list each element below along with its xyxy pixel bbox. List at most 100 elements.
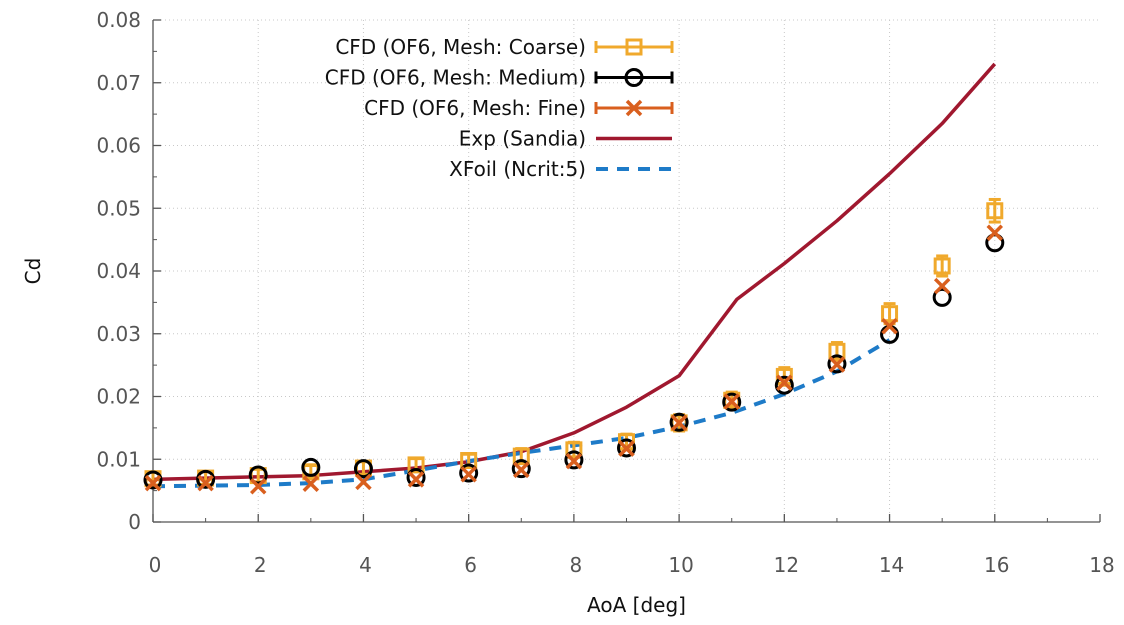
y-axis-title: Cd bbox=[21, 258, 45, 285]
x-tick-label: 2 bbox=[254, 553, 267, 577]
fine-point bbox=[618, 440, 635, 457]
axis-layer: 0 0.01 0.02 0.03 0.04 0.05 0.06 0.07 0.08 0 2 4 6 8 10… bbox=[96, 8, 1114, 577]
medium-point bbox=[301, 457, 321, 477]
fine-point bbox=[197, 474, 214, 492]
x-tick-label: 4 bbox=[359, 553, 372, 577]
y-tick-label: 0.01 bbox=[96, 447, 141, 471]
fine-point bbox=[407, 471, 425, 488]
legend-entry-1: CFD (OF6, Mesh: Medium) bbox=[325, 66, 674, 90]
y-tick-label: 0.02 bbox=[96, 385, 141, 409]
x-marker-stroke bbox=[197, 474, 214, 492]
x-tick-label: 16 bbox=[984, 553, 1009, 577]
fine-point bbox=[144, 474, 162, 492]
fine-point bbox=[302, 475, 320, 492]
fine-point bbox=[513, 461, 530, 479]
legend-entry-3: Exp (Sandia) bbox=[459, 127, 672, 151]
x-tick-label: 18 bbox=[1089, 553, 1114, 577]
fine-point bbox=[881, 317, 898, 335]
legend-label: XFoil (Ncrit:5) bbox=[449, 157, 586, 181]
medium-point bbox=[932, 287, 952, 307]
x-marker-stroke bbox=[670, 414, 688, 432]
x-marker-stroke bbox=[625, 99, 643, 117]
coarse-point bbox=[512, 447, 530, 465]
legend-label: CFD (OF6, Mesh: Medium) bbox=[325, 66, 586, 90]
series-layer bbox=[143, 62, 1005, 495]
legend-marker bbox=[625, 38, 643, 56]
fine-point bbox=[776, 374, 793, 391]
legend-label: CFD (OF6, Mesh: Fine) bbox=[364, 96, 586, 120]
fine-point bbox=[933, 277, 951, 295]
fine-point bbox=[670, 414, 688, 432]
x-marker-stroke bbox=[355, 473, 372, 491]
fine-point bbox=[723, 393, 740, 410]
x-marker-stroke bbox=[565, 452, 583, 470]
x-marker-stroke bbox=[460, 466, 477, 483]
x-marker-stroke bbox=[986, 224, 1004, 241]
legend: CFD (OF6, Mesh: Coarse) CFD (OF6, Mesh: M… bbox=[325, 35, 674, 181]
legend-label: Exp (Sandia) bbox=[459, 127, 586, 151]
medium-point bbox=[406, 467, 426, 487]
x-tick-label: 0 bbox=[149, 553, 162, 577]
legend-entry-4: XFoil (Ncrit:5) bbox=[449, 157, 672, 181]
coarse-point bbox=[986, 202, 1004, 220]
legend-marker bbox=[625, 99, 643, 117]
medium-point bbox=[564, 450, 584, 470]
x-marker-stroke bbox=[618, 440, 635, 457]
medium-point bbox=[143, 470, 163, 490]
coarse-point bbox=[933, 257, 951, 275]
series-2 bbox=[144, 224, 1004, 495]
medium-point bbox=[827, 354, 847, 374]
legend-entry-0: CFD (OF6, Mesh: Coarse) bbox=[335, 35, 674, 59]
series-3 bbox=[152, 62, 997, 482]
y-tick-label: 0.03 bbox=[96, 322, 141, 346]
x-tick-label: 12 bbox=[774, 553, 799, 577]
x-axis-title: AoA [deg] bbox=[587, 593, 686, 617]
x-marker-stroke bbox=[407, 471, 425, 488]
x-marker-stroke bbox=[828, 356, 846, 373]
fine-point bbox=[565, 452, 583, 470]
x-tick-label: 6 bbox=[464, 553, 477, 577]
series-1 bbox=[143, 233, 1005, 490]
x-marker-stroke bbox=[144, 474, 162, 492]
y-tick-label: 0.06 bbox=[96, 134, 141, 158]
coarse-point bbox=[407, 456, 425, 474]
fine-point bbox=[986, 224, 1004, 241]
medium-point bbox=[459, 463, 479, 483]
exp-sandia-line bbox=[152, 62, 997, 482]
fine-point bbox=[355, 473, 372, 491]
y-tick-label: 0 bbox=[128, 510, 141, 534]
series-0 bbox=[144, 197, 1004, 488]
x-marker-stroke bbox=[513, 461, 530, 479]
medium-point bbox=[248, 465, 268, 485]
medium-point bbox=[196, 469, 216, 489]
legend-marker bbox=[624, 68, 644, 87]
medium-point bbox=[511, 459, 531, 479]
fine-point bbox=[460, 466, 477, 483]
medium-point bbox=[617, 438, 636, 458]
y-tick-label: 0.04 bbox=[96, 259, 141, 283]
legend-entry-2: CFD (OF6, Mesh: Fine) bbox=[364, 96, 674, 120]
coarse-point bbox=[460, 452, 478, 470]
x-tick-label: 8 bbox=[570, 553, 583, 577]
x-marker-stroke bbox=[776, 374, 793, 391]
fine-point bbox=[249, 477, 267, 495]
x-marker-stroke bbox=[302, 475, 320, 492]
x-marker-stroke bbox=[249, 477, 267, 495]
legend-label: CFD (OF6, Mesh: Coarse) bbox=[335, 35, 586, 59]
y-tick-label: 0.08 bbox=[96, 8, 141, 32]
x-marker-stroke bbox=[723, 393, 740, 410]
fine-point bbox=[828, 356, 846, 373]
y-tick-label: 0.05 bbox=[96, 196, 141, 220]
coarse-point bbox=[828, 342, 846, 360]
medium-point bbox=[774, 375, 794, 395]
x-marker-stroke bbox=[933, 277, 951, 295]
medium-point bbox=[722, 392, 742, 412]
coarse-point bbox=[565, 441, 583, 459]
coarse-point bbox=[881, 305, 899, 323]
x-tick-label: 10 bbox=[668, 553, 693, 577]
medium-point bbox=[669, 412, 689, 432]
x-marker-stroke bbox=[881, 317, 898, 335]
medium-point bbox=[353, 459, 373, 479]
